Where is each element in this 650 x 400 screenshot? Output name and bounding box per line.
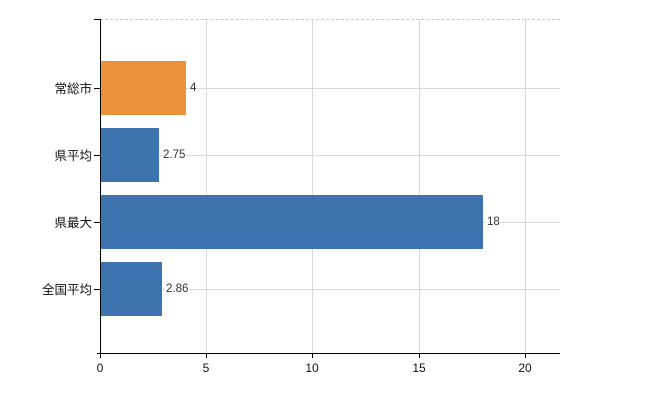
- x-tick-label: 0: [96, 361, 104, 375]
- x-tick-label: 5: [202, 361, 210, 375]
- category-label: 県平均: [54, 148, 92, 163]
- x-gridline: [312, 19, 313, 353]
- bar-value-label: 2.86: [165, 283, 190, 297]
- x-axis-tick: [206, 354, 207, 358]
- x-tick-label: 10: [305, 361, 319, 375]
- x-axis-tick: [419, 354, 420, 358]
- y-axis-tick: [94, 222, 100, 223]
- x-gridline: [206, 19, 207, 353]
- bar: [101, 61, 186, 115]
- x-tick-label: 15: [412, 361, 426, 375]
- y-axis-line: [100, 19, 101, 354]
- category-gridline: [100, 289, 560, 290]
- category-gridline: [100, 88, 560, 89]
- x-axis-tick: [312, 354, 313, 358]
- x-gridline: [419, 19, 420, 353]
- x-axis-tick: [525, 354, 526, 358]
- y-axis-tick: [94, 19, 100, 20]
- category-gridline: [100, 155, 560, 156]
- category-label: 全国平均: [41, 282, 92, 297]
- x-tick-label: 20: [518, 361, 532, 375]
- bar-value-label: 18: [486, 216, 501, 230]
- bar-value-label: 4: [189, 82, 198, 96]
- y-axis-tick: [94, 88, 100, 89]
- y-axis-tick: [94, 155, 100, 156]
- category-label: 県最大: [54, 215, 92, 230]
- x-gridline: [525, 19, 526, 353]
- x-axis-line: [97, 353, 560, 354]
- y-axis-tick: [94, 289, 100, 290]
- bar-value-label: 2.75: [162, 149, 187, 163]
- x-axis-tick: [100, 354, 101, 358]
- bar: [101, 262, 162, 316]
- bar: [101, 195, 483, 249]
- plot-top-border: [100, 19, 560, 20]
- bar: [101, 128, 159, 182]
- category-label: 常総市: [54, 81, 92, 96]
